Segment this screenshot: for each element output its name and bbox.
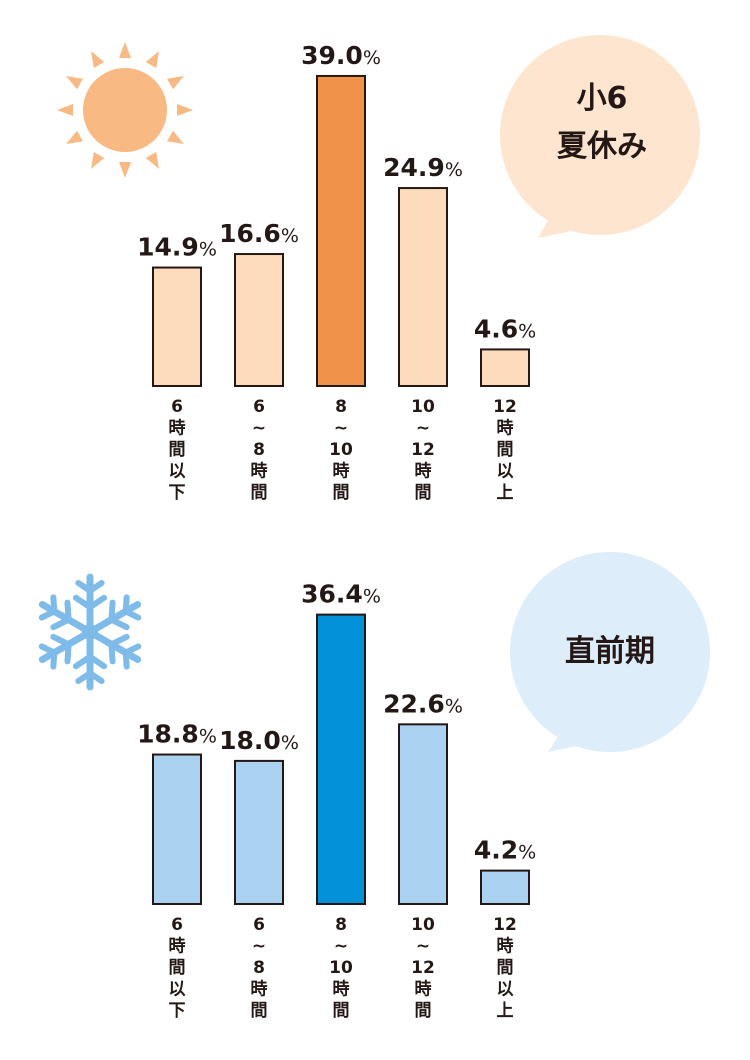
tick-label-line: 時 [251, 979, 268, 1000]
data-label: 36.4% [301, 580, 381, 609]
tick-label-line: 6 [253, 397, 265, 417]
tick-label-line: 6 [253, 915, 265, 935]
bubble-label-line: 夏休み [557, 129, 647, 164]
tick-label-line: 12 [411, 440, 435, 460]
sun-icon [57, 42, 193, 178]
tick-label-line: 8 [335, 397, 347, 417]
tick-label-line: 時 [497, 418, 514, 439]
speech-bubble [538, 208, 585, 238]
tick-label-line: 間 [169, 440, 186, 460]
tick-label-line: ~ [334, 419, 348, 439]
bar [480, 348, 530, 387]
tick-label-line: 10 [411, 397, 435, 417]
tick-label-line: 上 [497, 483, 514, 503]
data-label: 14.9% [137, 233, 217, 262]
tick-label-line: 10 [411, 915, 435, 935]
tick-label-line: ~ [252, 419, 266, 439]
bar [316, 613, 366, 905]
tick-label-line: 間 [415, 1001, 432, 1021]
summer-bars: 14.9%6時間以下16.6%6~8時間39.0%8~10時間24.9%10~1… [137, 41, 536, 503]
bar [398, 723, 448, 906]
summer-bubble: 小6 夏休み [500, 35, 700, 238]
tick-label-line: 12 [493, 915, 517, 935]
speech-bubble [548, 722, 596, 752]
tick-label-line: 間 [497, 440, 514, 460]
bar [316, 74, 366, 387]
data-label: 24.9% [383, 153, 463, 182]
tick-label-line: 時 [497, 936, 514, 957]
data-label: 4.6% [474, 314, 536, 343]
tick-label-line: 下 [169, 1001, 186, 1021]
data-label: 39.0% [301, 41, 381, 70]
tick-label-line: 以 [497, 980, 514, 1000]
bar [234, 253, 284, 387]
tick-label-line: 間 [251, 483, 268, 503]
tick-label-line: ~ [416, 937, 430, 957]
bar [152, 753, 202, 905]
bar [480, 869, 530, 905]
tick-label-line: 以 [169, 980, 186, 1000]
summer-panel: 小6 夏休み 14.9%6時間以下16.6%6~8時間39.0%8~10時間24… [57, 35, 700, 503]
winter-bars: 18.8%6時間以下18.0%6~8時間36.4%8~10時間22.6%10~1… [137, 580, 536, 1021]
tick-label-line: 8 [335, 915, 347, 935]
tick-label-line: 間 [497, 958, 514, 978]
tick-label-line: 時 [251, 461, 268, 482]
tick-label-line: 6 [171, 397, 183, 417]
tick-label-line: ~ [334, 937, 348, 957]
tick-label-line: 時 [415, 979, 432, 1000]
tick-label-line: 時 [169, 418, 186, 439]
bar [152, 266, 202, 388]
winter-panel: 直前期 18.8%6時間以下18.0%6~8時間36.4%8~10時間22.6%… [38, 552, 710, 1021]
speech-bubble-body [510, 552, 710, 752]
tick-label-line: 6 [171, 915, 183, 935]
tick-label-line: 間 [333, 1001, 350, 1021]
data-label: 18.0% [219, 726, 299, 755]
snowflake-icon [38, 573, 142, 691]
tick-label-line: 時 [333, 461, 350, 482]
tick-label-line: 8 [253, 440, 265, 460]
bubble-label-line: 小6 [577, 81, 628, 116]
tick-label-line: 時 [169, 936, 186, 957]
tick-label-line: 上 [497, 1001, 514, 1021]
tick-label-line: 10 [329, 440, 353, 460]
data-label: 4.2% [474, 836, 536, 865]
tick-label-line: 12 [411, 958, 435, 978]
tick-label-line: 下 [169, 483, 186, 503]
tick-label-line: 10 [329, 958, 353, 978]
data-label: 22.6% [383, 689, 463, 718]
bubble-label-line: 直前期 [565, 634, 655, 669]
speech-bubble-body [500, 35, 700, 235]
tick-label-line: ~ [416, 419, 430, 439]
tick-label-line: 8 [253, 958, 265, 978]
tick-label-line: ~ [252, 937, 266, 957]
data-label: 16.6% [219, 219, 299, 248]
tick-label-line: 間 [333, 483, 350, 503]
tick-label-line: 以 [169, 462, 186, 482]
tick-label-line: 以 [497, 462, 514, 482]
tick-label-line: 間 [251, 1001, 268, 1021]
tick-label-line: 間 [415, 483, 432, 503]
tick-label-line: 12 [493, 397, 517, 417]
tick-label-line: 時 [333, 979, 350, 1000]
bar [234, 759, 284, 906]
bar [398, 187, 448, 387]
winter-bubble: 直前期 [510, 552, 710, 752]
tick-label: 6~8時間 [251, 397, 268, 503]
tick-label-line: 間 [169, 958, 186, 978]
tick-label-line: 時 [415, 461, 432, 482]
data-label: 18.8% [137, 720, 217, 749]
tick-label: 6~8時間 [251, 915, 268, 1021]
